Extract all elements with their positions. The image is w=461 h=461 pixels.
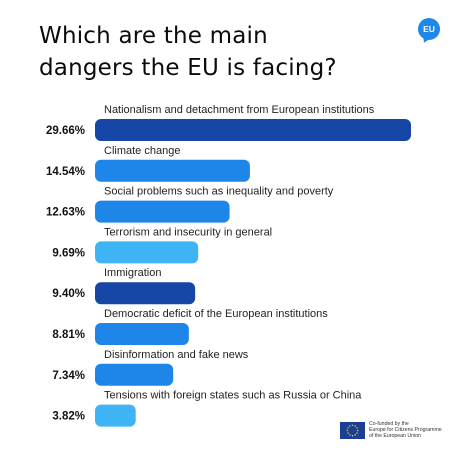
flag-star [354,424,356,427]
flag-star [347,431,349,434]
value-label: 29.66% [46,125,85,137]
value-label: 9.69% [52,247,85,259]
bar [95,159,250,182]
value-label: 14.54% [46,166,85,178]
category-label: Social problems such as inequality and p… [104,186,334,198]
cofunding-notice: Co-funded by the Europe for Citizens Pro… [340,421,459,439]
chart-title: Which are the main dangers the EU is fac… [39,23,337,81]
category-label: Democratic deficit of the European insti… [104,308,328,320]
bar [95,404,136,427]
value-label: 8.81% [52,329,85,341]
category-label: Terrorism and insecurity in general [104,226,272,238]
flag-star [357,429,359,431]
flag-star [349,433,351,436]
flag-star [356,426,358,429]
cofunding-line-3: of the European Union [369,433,421,439]
flag-star [349,424,351,427]
flag-star [351,434,354,436]
category-label: Climate change [104,145,180,157]
flag-star [347,426,349,429]
flag-star [354,433,356,436]
category-label: Nationalism and detachment from European… [104,104,375,116]
value-label: 12.63% [46,207,85,219]
value-label: 7.34% [52,370,85,382]
flag-star [346,429,348,431]
bar [95,200,230,223]
eu-logo-badge: EU [418,18,440,40]
category-label: Disinformation and fake news [104,349,249,361]
bar [95,323,189,345]
value-label: 9.40% [52,288,85,300]
flag-star [356,431,358,434]
cofunding-line-1: Co-funded by the [369,421,409,427]
bar [95,363,174,386]
category-label: Immigration [104,267,161,279]
bar [95,241,199,264]
bar [95,119,411,141]
category-label: Tensions with foreign states such as Rus… [104,390,362,402]
value-label: 3.82% [52,411,85,423]
flag-star [351,424,354,426]
bar [95,282,196,305]
cofunding-text: Co-funded by the Europe for Citizens Pro… [369,421,459,439]
eu-flag-icon [340,421,365,439]
cofunding-line-2: Europe for Citizens Programme [369,427,442,433]
